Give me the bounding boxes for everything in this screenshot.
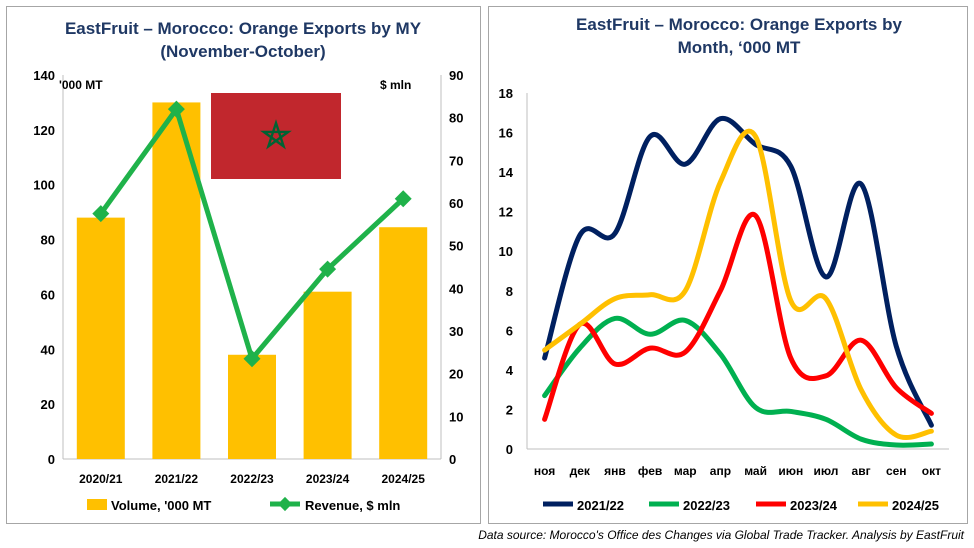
month-label: авг <box>852 464 871 478</box>
category-label: 2024/25 <box>382 472 426 486</box>
morocco-flag <box>211 93 341 179</box>
legend-volume-label: Volume, '000 MT <box>111 498 211 513</box>
y-tick-label: 12 <box>499 205 513 220</box>
legend-label: 2023/24 <box>790 498 838 513</box>
revenue-point <box>319 260 337 278</box>
right-chart-panel: EastFruit – Morocco: Orange Exports by M… <box>488 6 968 524</box>
legend-label: 2021/22 <box>577 498 624 513</box>
volume-bar <box>379 227 428 459</box>
y-tick-label: 18 <box>499 86 513 101</box>
month-label: дек <box>570 464 591 478</box>
month-label: ноя <box>534 464 555 478</box>
left-unit-label: '000 MT <box>59 78 103 92</box>
legend: Volume, '000 MT Revenue, $ mln <box>87 496 400 513</box>
flag-field <box>211 93 341 179</box>
left-y-tick-label: 20 <box>41 397 55 412</box>
source-note: Data source: Morocco's Office des Change… <box>478 528 964 542</box>
revenue-point <box>167 100 185 118</box>
y-tick-label: 0 <box>506 442 513 457</box>
left-y-tick-label: 80 <box>41 233 55 248</box>
right-y-tick-label: 40 <box>449 281 463 296</box>
month-label: июн <box>778 464 803 478</box>
right-unit-label: $ mln <box>380 78 411 92</box>
category-label: 2023/24 <box>306 472 350 486</box>
right-y-tick-label: 70 <box>449 153 463 168</box>
right-y-tick-label: 90 <box>449 68 463 83</box>
category-label: 2021/22 <box>155 472 199 486</box>
left-y-tick-label: 0 <box>48 452 55 467</box>
y-tick-label: 6 <box>506 323 513 338</box>
month-label: апр <box>710 464 731 478</box>
right-y-tick-label: 50 <box>449 239 463 254</box>
left-y-tick-label: 100 <box>33 178 55 193</box>
revenue-point <box>243 350 261 368</box>
category-label: 2022/23 <box>230 472 274 486</box>
left-y-tick-label: 40 <box>41 342 55 357</box>
right-y-tick-label: 0 <box>449 452 456 467</box>
chart-subtitle: Month, ‘000 MT <box>678 38 801 57</box>
legend: 2021/22 2022/23 2023/24 2024/25 <box>543 498 939 513</box>
y-tick-label: 10 <box>499 244 513 259</box>
month-label: окт <box>922 464 941 478</box>
chart-subtitle: (November-October) <box>160 42 325 61</box>
month-label: сен <box>886 464 907 478</box>
pentagram-icon <box>260 119 292 150</box>
y-tick-label: 16 <box>499 126 513 141</box>
y-tick-label: 4 <box>506 363 514 378</box>
volume-bar <box>76 217 125 459</box>
volume-bar <box>228 354 276 459</box>
legend-revenue-label: Revenue, $ mln <box>305 498 400 513</box>
chart-title: EastFruit – Morocco: Orange Exports by M… <box>65 19 422 38</box>
revenue-point <box>394 190 412 208</box>
right-y-tick-label: 80 <box>449 111 463 126</box>
legend-revenue-marker <box>277 496 293 512</box>
chart-title: EastFruit – Morocco: Orange Exports by <box>576 15 902 34</box>
month-label: мар <box>674 464 697 478</box>
category-label: 2020/21 <box>79 472 123 486</box>
right-y-tick-label: 20 <box>449 367 463 382</box>
right-y-tick-label: 60 <box>449 196 463 211</box>
volume-bar <box>152 102 201 459</box>
revenue-point <box>92 205 110 223</box>
legend-label: 2022/23 <box>683 498 730 513</box>
y-tick-label: 14 <box>499 165 514 180</box>
month-label: янв <box>604 464 626 478</box>
series-line-2021-22 <box>542 116 934 428</box>
left-y-tick-label: 60 <box>41 287 55 302</box>
month-label: июл <box>813 464 838 478</box>
volume-revenue-chart: EastFruit – Morocco: Orange Exports by M… <box>33 19 463 513</box>
y-tick-label: 2 <box>506 402 513 417</box>
month-label: фев <box>638 464 662 478</box>
volume-bar <box>303 291 352 459</box>
series-line-2024-25 <box>542 128 934 441</box>
month-label: май <box>744 464 767 478</box>
monthly-exports-chart: EastFruit – Morocco: Orange Exports by M… <box>499 15 949 513</box>
series-line-2023-24 <box>542 211 934 422</box>
series-line-2022-23 <box>542 315 934 448</box>
right-y-tick-label: 30 <box>449 324 463 339</box>
y-tick-label: 8 <box>506 284 513 299</box>
right-y-tick-label: 10 <box>449 409 463 424</box>
left-chart-panel: EastFruit – Morocco: Orange Exports by M… <box>6 6 481 524</box>
legend-label: 2024/25 <box>892 498 939 513</box>
legend-volume-swatch <box>87 499 107 510</box>
left-y-tick-label: 140 <box>33 68 55 83</box>
left-y-tick-label: 120 <box>33 123 55 138</box>
